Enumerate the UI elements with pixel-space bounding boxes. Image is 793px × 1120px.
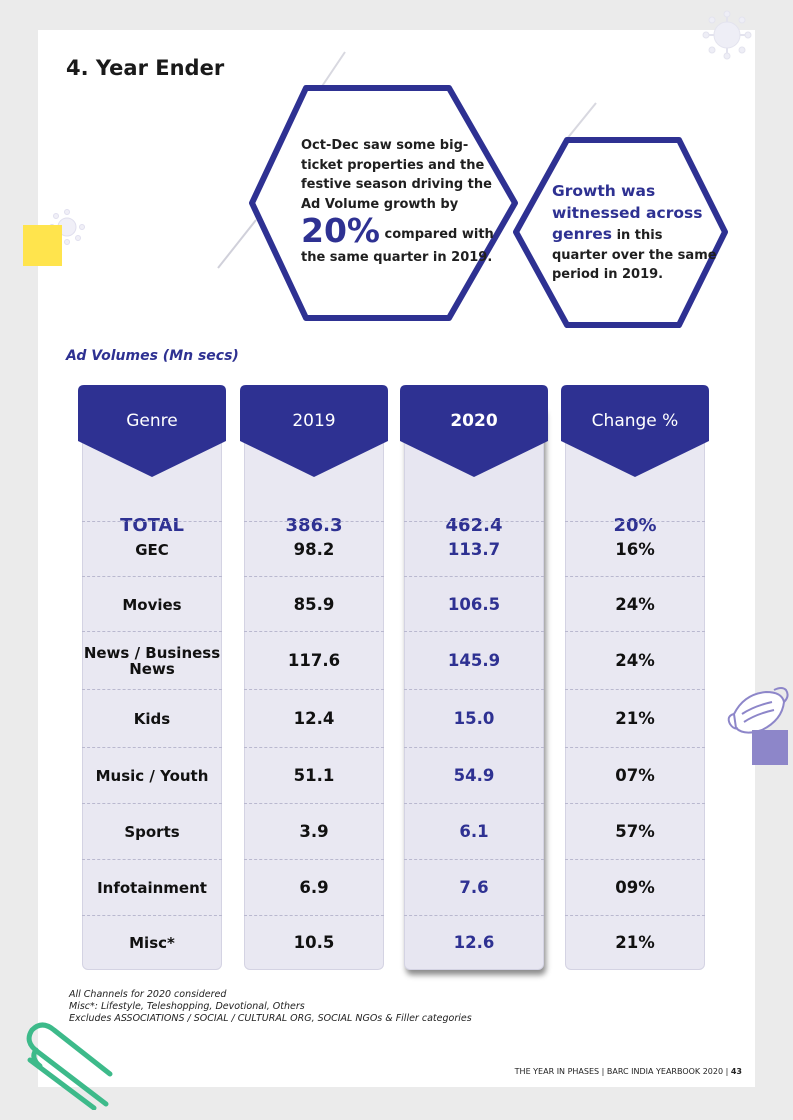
column-body (404, 405, 544, 970)
cell-2020: 113.7 (404, 521, 544, 578)
yellow-square (23, 225, 62, 266)
column-change: 20% 16% 24% 24% 21% 07% 57% 09% 21% Chan… (561, 385, 709, 970)
callout-ad-volume-growth: Oct-Dec saw some big-ticket properties a… (301, 136, 501, 268)
cell-2019: 85.9 (244, 576, 384, 632)
table-subtitle: Ad Volumes (Mn secs) (66, 348, 239, 364)
virus-icon (702, 10, 752, 60)
callout-genre-growth: Growth was witnessed across genres in th… (552, 181, 722, 285)
column-header: 2019 (240, 385, 388, 477)
cell-2020: 106.5 (404, 576, 544, 632)
cell-genre: Music / Youth (82, 747, 222, 804)
column-body (565, 405, 705, 970)
face-mask-icon (727, 687, 789, 734)
cell-change: 07% (565, 747, 705, 804)
cell-change: 16% (565, 521, 705, 578)
cell-genre: News / Business News (82, 631, 222, 689)
footnote: Excludes ASSOCIATIONS / SOCIAL / CULTURA… (69, 1013, 472, 1024)
header-2020: 2020 (450, 411, 498, 431)
cell-change: 21% (565, 915, 705, 970)
cell-2020: 6.1 (404, 803, 544, 860)
cell-2020: 15.0 (404, 689, 544, 748)
column-genre: TOTAL GEC Movies News / Business News Ki… (78, 385, 226, 970)
footnote: Misc*: Lifestyle, Teleshopping, Devotion… (69, 1001, 305, 1012)
page-title: 4. Year Ender (66, 56, 225, 80)
paperclip-icon (26, 1022, 113, 1110)
column-header: 2020 (400, 385, 548, 477)
callout1-text-before: Oct-Dec saw some big-ticket properties a… (301, 138, 492, 212)
footer-text: THE YEAR IN PHASES | BARC INDIA YEARBOOK… (514, 1067, 729, 1076)
cell-2019: 10.5 (244, 915, 384, 970)
cell-2019: 12.4 (244, 689, 384, 748)
callout2-text: in this quarter over the same period in … (552, 228, 717, 282)
cell-genre: Sports (82, 803, 222, 860)
cell-change: 09% (565, 859, 705, 916)
cell-2019: 3.9 (244, 803, 384, 860)
column-2020: 462.4 113.7 106.5 145.9 15.0 54.9 6.1 7.… (400, 385, 548, 970)
cell-2020-total: 462.4 (445, 514, 503, 536)
cell-genre: GEC (82, 521, 222, 578)
cell-change: 24% (565, 631, 705, 689)
cell-2020: 54.9 (404, 747, 544, 804)
page-footer: THE YEAR IN PHASES | BARC INDIA YEARBOOK… (515, 1067, 742, 1076)
callout2-highlight: Growth was witnessed across genres (552, 182, 703, 243)
cell-2019: 98.2 (244, 521, 384, 578)
cell-2020: 7.6 (404, 859, 544, 916)
cell-2020: 145.9 (404, 631, 544, 689)
callout1-text-after: compared with the same quarter in 2019. (301, 227, 494, 265)
cell-genre: Movies (82, 576, 222, 632)
cell-change-total: 20% (613, 514, 657, 536)
footnote: All Channels for 2020 considered (69, 989, 227, 1000)
footnotes: All Channels for 2020 considered Misc*: … (69, 989, 472, 1025)
page-number: 43 (730, 1067, 742, 1076)
cell-change: 57% (565, 803, 705, 860)
column-header: Genre (78, 385, 226, 477)
cell-2020: 12.6 (404, 915, 544, 970)
header-2019: 2019 (292, 411, 336, 431)
cell-genre: Misc* (82, 915, 222, 970)
header-genre: Genre (126, 411, 178, 431)
cell-2019: 117.6 (244, 631, 384, 689)
cell-genre: Kids (82, 689, 222, 748)
column-body (82, 405, 222, 970)
cell-change: 24% (565, 576, 705, 632)
cell-genre-total: TOTAL (120, 514, 184, 536)
column-header: Change % (561, 385, 709, 477)
callout1-big-percent: 20% (301, 211, 380, 250)
cell-genre: Infotainment (82, 859, 222, 916)
purple-square (752, 730, 788, 765)
column-2019: 386.3 98.2 85.9 117.6 12.4 51.1 3.9 6.9 … (240, 385, 388, 970)
cell-change: 21% (565, 689, 705, 748)
cell-2019: 51.1 (244, 747, 384, 804)
header-change: Change % (591, 411, 679, 431)
cell-2019-total: 386.3 (285, 514, 343, 536)
cell-2019: 6.9 (244, 859, 384, 916)
column-body (244, 405, 384, 970)
